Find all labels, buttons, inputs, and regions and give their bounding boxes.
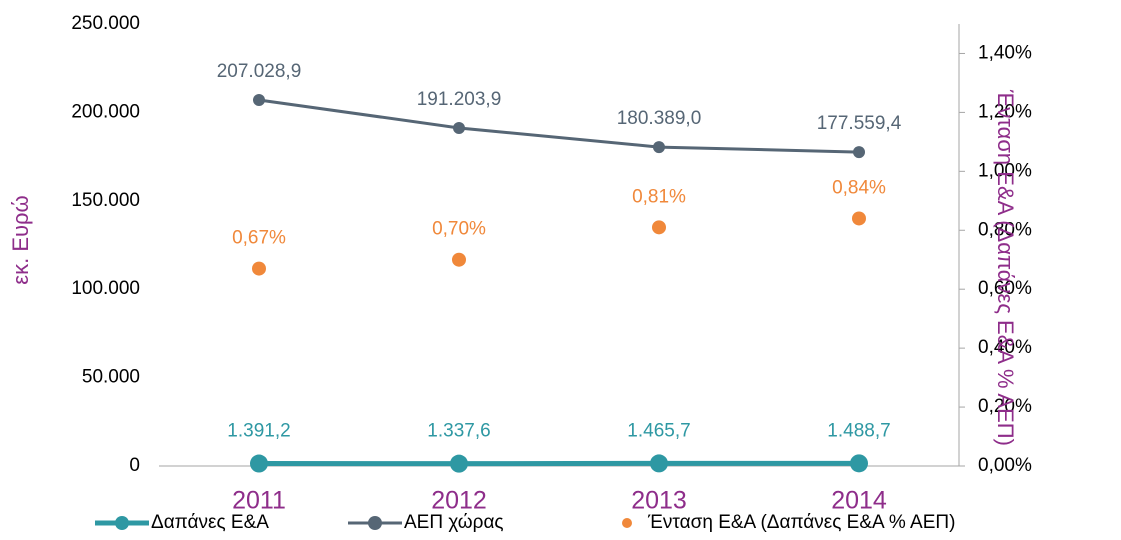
data-label: 1.391,2 — [227, 421, 290, 442]
data-label: 1.488,7 — [827, 420, 890, 441]
data-point — [652, 220, 666, 235]
y2-tick-label: 0,20% — [978, 396, 1032, 417]
data-point — [252, 261, 266, 276]
series-line — [258, 98, 860, 154]
legend-label: ΑΕΠ χώρας — [404, 512, 504, 533]
x-tick-label: 2014 — [831, 487, 887, 515]
y-tick-label: 150.000 — [71, 190, 140, 211]
data-label: 177.559,4 — [817, 113, 902, 134]
y2-axis-label: Ένταση Ε&Α (Δαπάνες Ε&Α % ΑΕΠ) — [993, 90, 1018, 446]
data-point — [253, 93, 265, 106]
y2-tick-label: 0,60% — [978, 278, 1032, 299]
y2-tick-label: 0,00% — [978, 455, 1032, 476]
legend-label: Δαπάνες Ε&Α — [151, 512, 269, 533]
x-tick-label: 2013 — [631, 487, 687, 515]
data-label: 0,84% — [832, 177, 886, 198]
y2-tick-label: 1,20% — [978, 101, 1032, 122]
y-axis-label: εκ. Ευρώ — [8, 195, 33, 284]
y2-tick-label: 1,00% — [978, 160, 1032, 181]
data-label: 207.028,9 — [217, 61, 302, 82]
y-tick-label: 50.000 — [82, 367, 140, 388]
y-tick-label: 0 — [129, 455, 140, 476]
data-point — [853, 146, 865, 159]
legend-marker — [115, 516, 129, 530]
data-point — [452, 252, 466, 267]
legend-label: Ένταση Ε&Α (Δαπάνες Ε&Α % ΑΕΠ) — [647, 512, 955, 533]
x-tick-label: 2011 — [232, 487, 286, 515]
data-label: 0,81% — [632, 186, 686, 207]
data-label: 191.203,9 — [417, 89, 502, 110]
data-label: 1.337,6 — [427, 421, 490, 442]
y-tick-label: 250.000 — [71, 13, 140, 34]
data-point — [852, 211, 866, 226]
data-point — [650, 454, 668, 473]
data-label: 0,70% — [432, 219, 486, 240]
legend-marker — [622, 518, 632, 528]
legend-marker — [368, 516, 382, 530]
x-tick-label: 2012 — [431, 487, 487, 515]
y2-tick-label: 1,40% — [978, 42, 1032, 63]
data-label: 1.465,7 — [627, 420, 690, 441]
y-tick-label: 100.000 — [71, 278, 140, 299]
data-label: 180.389,0 — [617, 108, 702, 129]
data-label: 0,67% — [232, 228, 286, 249]
data-point — [453, 121, 465, 134]
data-point — [850, 454, 868, 473]
y-tick-label: 200.000 — [71, 101, 140, 122]
y2-tick-label: 0,80% — [978, 219, 1032, 240]
y2-tick-label: 0,40% — [978, 337, 1032, 358]
data-point — [653, 141, 665, 154]
data-point — [250, 454, 268, 473]
data-point — [450, 454, 468, 473]
